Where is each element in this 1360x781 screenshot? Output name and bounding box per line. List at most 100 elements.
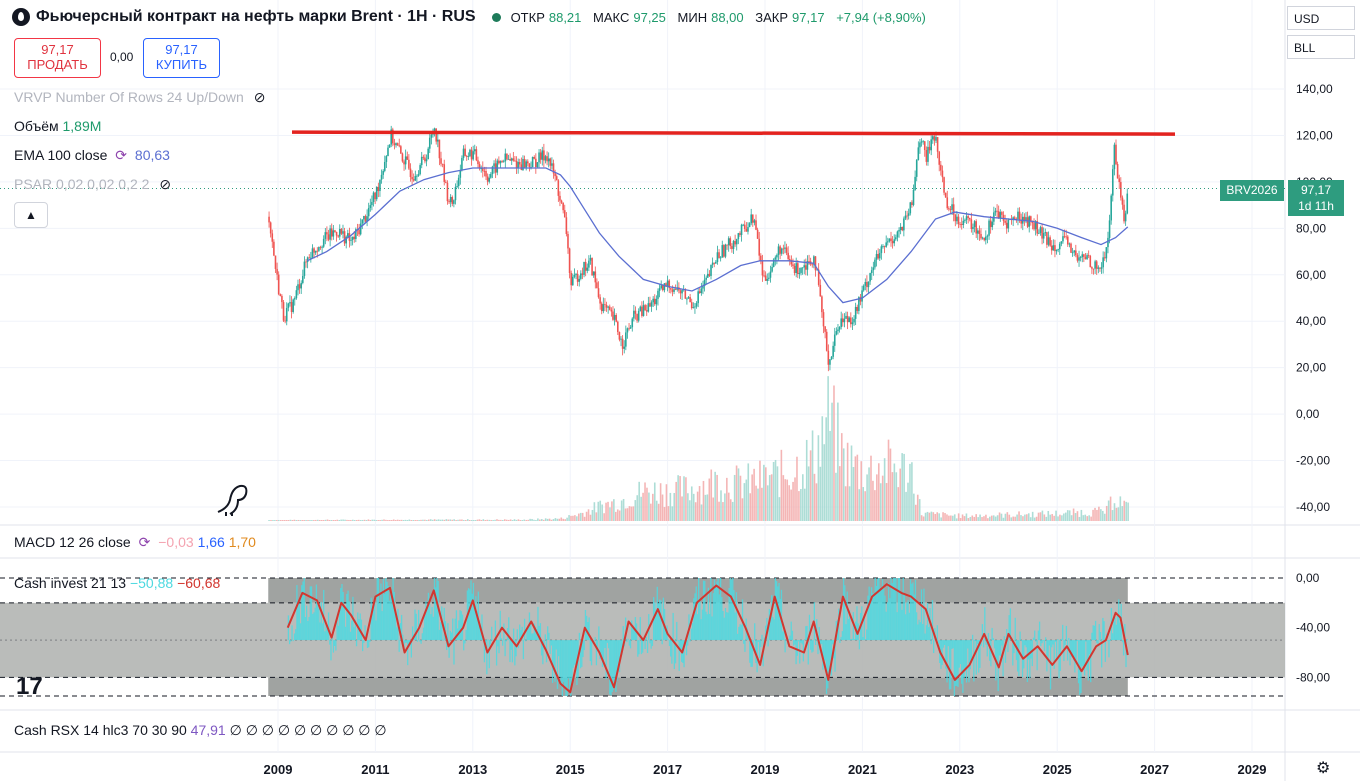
- candle-body: [351, 236, 354, 240]
- volume-bar: [1033, 517, 1036, 521]
- candle-body: [694, 306, 696, 308]
- cash-invest-fast-bar: [579, 640, 582, 669]
- cash-invest-fast-bar: [1024, 640, 1026, 646]
- currency-select[interactable]: USD: [1287, 6, 1355, 30]
- cash-invest-fast-bar: [936, 625, 938, 641]
- vrvp-indicator[interactable]: VRVP Number Of Rows 24 Up/Down ⊘: [14, 89, 265, 106]
- candle-body: [780, 248, 783, 254]
- cash-invest-fast-bar: [834, 640, 836, 672]
- volume-bar: [605, 502, 607, 521]
- candle-body: [777, 246, 780, 255]
- unit-select[interactable]: BLL: [1287, 35, 1355, 59]
- cash-invest-fast-bar: [539, 623, 542, 641]
- settings-gear-icon[interactable]: ⚙: [1316, 760, 1331, 777]
- cash-invest-fast-bar: [1102, 617, 1104, 641]
- candle-body: [457, 177, 460, 186]
- candle-body: [1057, 249, 1059, 251]
- candle-body: [687, 297, 690, 299]
- candle-body: [716, 252, 719, 262]
- refresh-icon[interactable]: ⟳: [115, 147, 128, 163]
- candle-body: [268, 216, 270, 223]
- cash-invest-fast-bar: [410, 640, 413, 658]
- cash-invest-fast-bar: [566, 640, 568, 696]
- cash-invest-fast-bar: [430, 614, 432, 641]
- candle-body: [567, 233, 569, 249]
- volume-bar: [696, 491, 699, 521]
- cash-invest-fast-bar: [723, 617, 725, 641]
- buy-button[interactable]: 97,17 КУПИТЬ: [143, 38, 220, 78]
- candle-body: [914, 176, 916, 190]
- volume-bar: [747, 463, 750, 521]
- cash-invest-fast-bar: [640, 640, 643, 655]
- volume-bar: [726, 477, 728, 521]
- cash-invest-indicator[interactable]: Cash invest 21 13 −50,88 −60,68: [14, 575, 220, 591]
- ema-indicator[interactable]: EMA 100 close ⟳ 80,63: [14, 147, 170, 164]
- candle-body: [337, 235, 339, 237]
- cash-invest-fast-bar: [525, 640, 527, 642]
- collapse-indicators-button[interactable]: ▲: [14, 202, 48, 228]
- candle-body: [1046, 232, 1048, 245]
- candle-body: [596, 282, 598, 289]
- rsx-indicator[interactable]: Cash RSX 14 hlc3 70 30 90 47,91 ∅ ∅ ∅ ∅ …: [14, 722, 387, 739]
- cash-invest-fast-bar: [544, 634, 546, 641]
- candle-body: [453, 200, 455, 204]
- cash-invest-fast-bar: [379, 602, 381, 641]
- volume-bar: [287, 520, 290, 521]
- candle-body: [438, 139, 441, 159]
- cash-invest-fast-bar: [839, 640, 841, 643]
- cash-invest-fast-bar: [520, 630, 522, 641]
- instrument-title[interactable]: Фьючерсный контракт на нефть марки Brent…: [36, 8, 476, 25]
- refresh-icon[interactable]: ⟳: [138, 534, 151, 550]
- cash-invest-fast-bar: [642, 640, 644, 653]
- cash-invest-fast-bar: [906, 602, 908, 641]
- cash-invest-fast-bar: [708, 613, 711, 641]
- eye-off-icon[interactable]: ⊘: [159, 176, 172, 192]
- candle-body: [936, 137, 939, 152]
- volume-bar: [599, 500, 602, 521]
- volume-bar: [844, 486, 847, 521]
- time-tick-label: 2025: [1043, 762, 1072, 777]
- eye-off-icon[interactable]: ⊘: [253, 89, 266, 105]
- volume-bar: [739, 475, 742, 521]
- cash-invest-fast-bar: [302, 581, 304, 641]
- candle-body: [465, 155, 468, 157]
- volume-bar: [624, 508, 627, 521]
- volume-indicator[interactable]: Объём 1,89M: [14, 118, 101, 134]
- psar-indicator[interactable]: PSAR 0,02 0,02 0,2 2 ⊘: [14, 176, 171, 193]
- volume-bar: [675, 481, 677, 521]
- volume-bar: [1070, 515, 1073, 521]
- cash-invest-fast-bar: [1043, 640, 1046, 652]
- rsx-value: 47,91: [190, 722, 226, 738]
- sell-button[interactable]: 97,17 ПРОДАТЬ: [14, 38, 101, 78]
- cash-invest-fast-bar: [503, 623, 505, 641]
- candle-body: [269, 222, 272, 234]
- cash-invest-fast-bar: [763, 637, 766, 641]
- volume-bar: [856, 454, 859, 521]
- candle-body: [282, 302, 285, 321]
- candle-body: [859, 297, 862, 302]
- volume-bar: [827, 376, 829, 521]
- candle-body: [560, 200, 563, 203]
- cash-invest-fast-bar: [767, 640, 769, 647]
- volume-bar: [597, 501, 600, 521]
- candle-body: [869, 273, 871, 282]
- cash-invest-fast-bar: [498, 640, 500, 654]
- macd-indicator[interactable]: MACD 12 26 close ⟳ −0,03 1,66 1,70: [14, 534, 256, 551]
- volume-bar: [465, 520, 467, 521]
- cash-invest-fast-bar: [560, 640, 562, 686]
- cash-invest-fast-bar: [360, 619, 363, 641]
- candle-body: [1081, 254, 1084, 258]
- cash-invest-fast-bar: [799, 640, 801, 664]
- cash-invest-fast-bar: [868, 586, 870, 641]
- volume-bar: [763, 464, 765, 521]
- volume-bar: [655, 500, 658, 521]
- cash-invest-fast-bar: [463, 640, 465, 651]
- cash-invest-fast-bar: [1036, 640, 1038, 671]
- candle-body: [1034, 221, 1037, 230]
- resistance-trendline: [291, 130, 1176, 136]
- volume-bar: [916, 494, 919, 521]
- cash-invest-fast-bar: [818, 627, 820, 641]
- cash-invest-fast-bar: [570, 640, 572, 696]
- cash-invest-fast-bar: [319, 622, 321, 641]
